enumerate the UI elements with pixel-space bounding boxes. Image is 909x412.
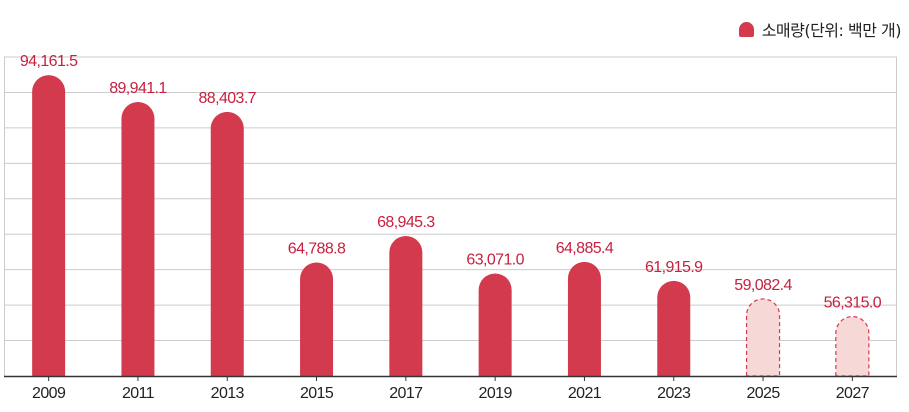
x-tick-labels: 2009 2011 2013 2015 2017 2019 2021 2023 2025 2027 xyxy=(32,385,870,402)
data-label: 68,945.3 xyxy=(377,214,435,231)
bar xyxy=(32,75,66,377)
legend: 소매량(단위: 백만 개) xyxy=(738,18,902,40)
data-label: 64,788.8 xyxy=(288,241,346,258)
x-tick-label: 2017 xyxy=(389,385,423,402)
bar xyxy=(657,280,691,376)
x-tick-label: 2025 xyxy=(746,385,780,402)
x-axis xyxy=(4,375,897,381)
bar xyxy=(567,261,601,376)
data-label: 56,315.0 xyxy=(824,295,882,312)
data-label: 94,161.5 xyxy=(20,53,78,70)
data-label: 64,885.4 xyxy=(556,240,614,257)
data-label: 63,071.0 xyxy=(466,251,524,268)
x-tick-label: 2023 xyxy=(657,385,691,402)
bar-forecast xyxy=(835,315,870,377)
data-label: 88,403.7 xyxy=(199,90,257,107)
x-tick-label: 2021 xyxy=(568,385,602,402)
x-tick-label: 2019 xyxy=(479,385,513,402)
legend-label: 소매량(단위: 백만 개) xyxy=(761,21,902,40)
x-tick-label: 2009 xyxy=(32,385,66,402)
bar xyxy=(121,102,155,376)
data-label: 61,915.9 xyxy=(645,259,703,276)
bars xyxy=(32,75,870,377)
bar xyxy=(389,235,423,376)
legend-swatch xyxy=(738,21,754,37)
bar xyxy=(300,262,334,376)
data-label: 59,082.4 xyxy=(734,277,792,294)
data-label: 89,941.1 xyxy=(109,80,167,97)
bar-forecast xyxy=(745,298,781,377)
x-tick-label: 2013 xyxy=(211,385,245,402)
x-tick-label: 2015 xyxy=(300,385,334,402)
x-tick-label: 2027 xyxy=(836,385,870,402)
x-tick-label: 2011 xyxy=(122,385,155,402)
bar xyxy=(478,273,512,376)
value-labels: 94,161.5 89,941.1 88,403.7 64,788.8 68,945.3… xyxy=(20,53,882,311)
bar xyxy=(210,111,244,376)
